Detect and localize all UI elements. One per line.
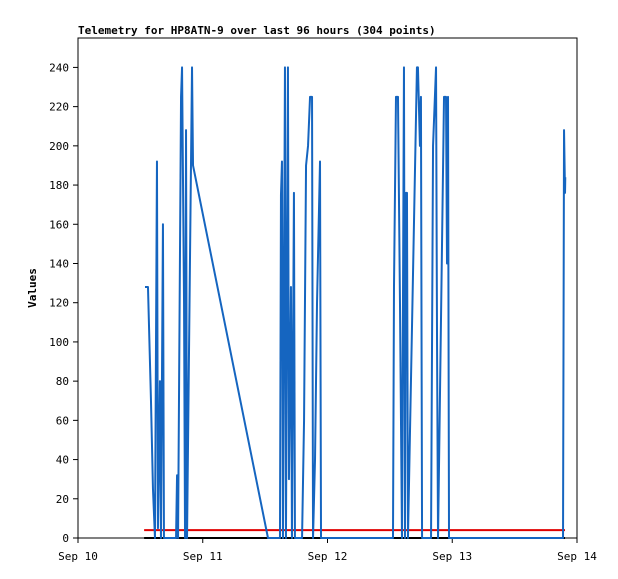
y-tick-label: 60 bbox=[56, 414, 69, 427]
x-tick-label: Sep 10 bbox=[58, 550, 98, 563]
y-tick-label: 140 bbox=[49, 257, 69, 270]
x-tick-label: Sep 12 bbox=[308, 550, 348, 563]
y-tick-label: 240 bbox=[49, 61, 69, 74]
y-axis-label: Values bbox=[26, 268, 39, 308]
y-tick-label: 40 bbox=[56, 454, 69, 467]
y-tick-label: 220 bbox=[49, 101, 69, 114]
y-tick-label: 20 bbox=[56, 493, 69, 506]
x-tick-label: Sep 11 bbox=[183, 550, 223, 563]
y-tick-label: 120 bbox=[49, 297, 69, 310]
data-line bbox=[144, 66, 567, 539]
x-tick-label: Sep 14 bbox=[557, 550, 597, 563]
y-tick-label: 160 bbox=[49, 218, 69, 231]
y-tick-label: 0 bbox=[62, 532, 69, 545]
y-tick-label: 200 bbox=[49, 140, 69, 153]
y-tick-label: 100 bbox=[49, 336, 69, 349]
y-tick-label: 80 bbox=[56, 375, 69, 388]
chart-title: Telemetry for HP8ATN-9 over last 96 hour… bbox=[78, 24, 436, 37]
y-tick-label: 180 bbox=[49, 179, 69, 192]
x-tick-label: Sep 13 bbox=[432, 550, 472, 563]
